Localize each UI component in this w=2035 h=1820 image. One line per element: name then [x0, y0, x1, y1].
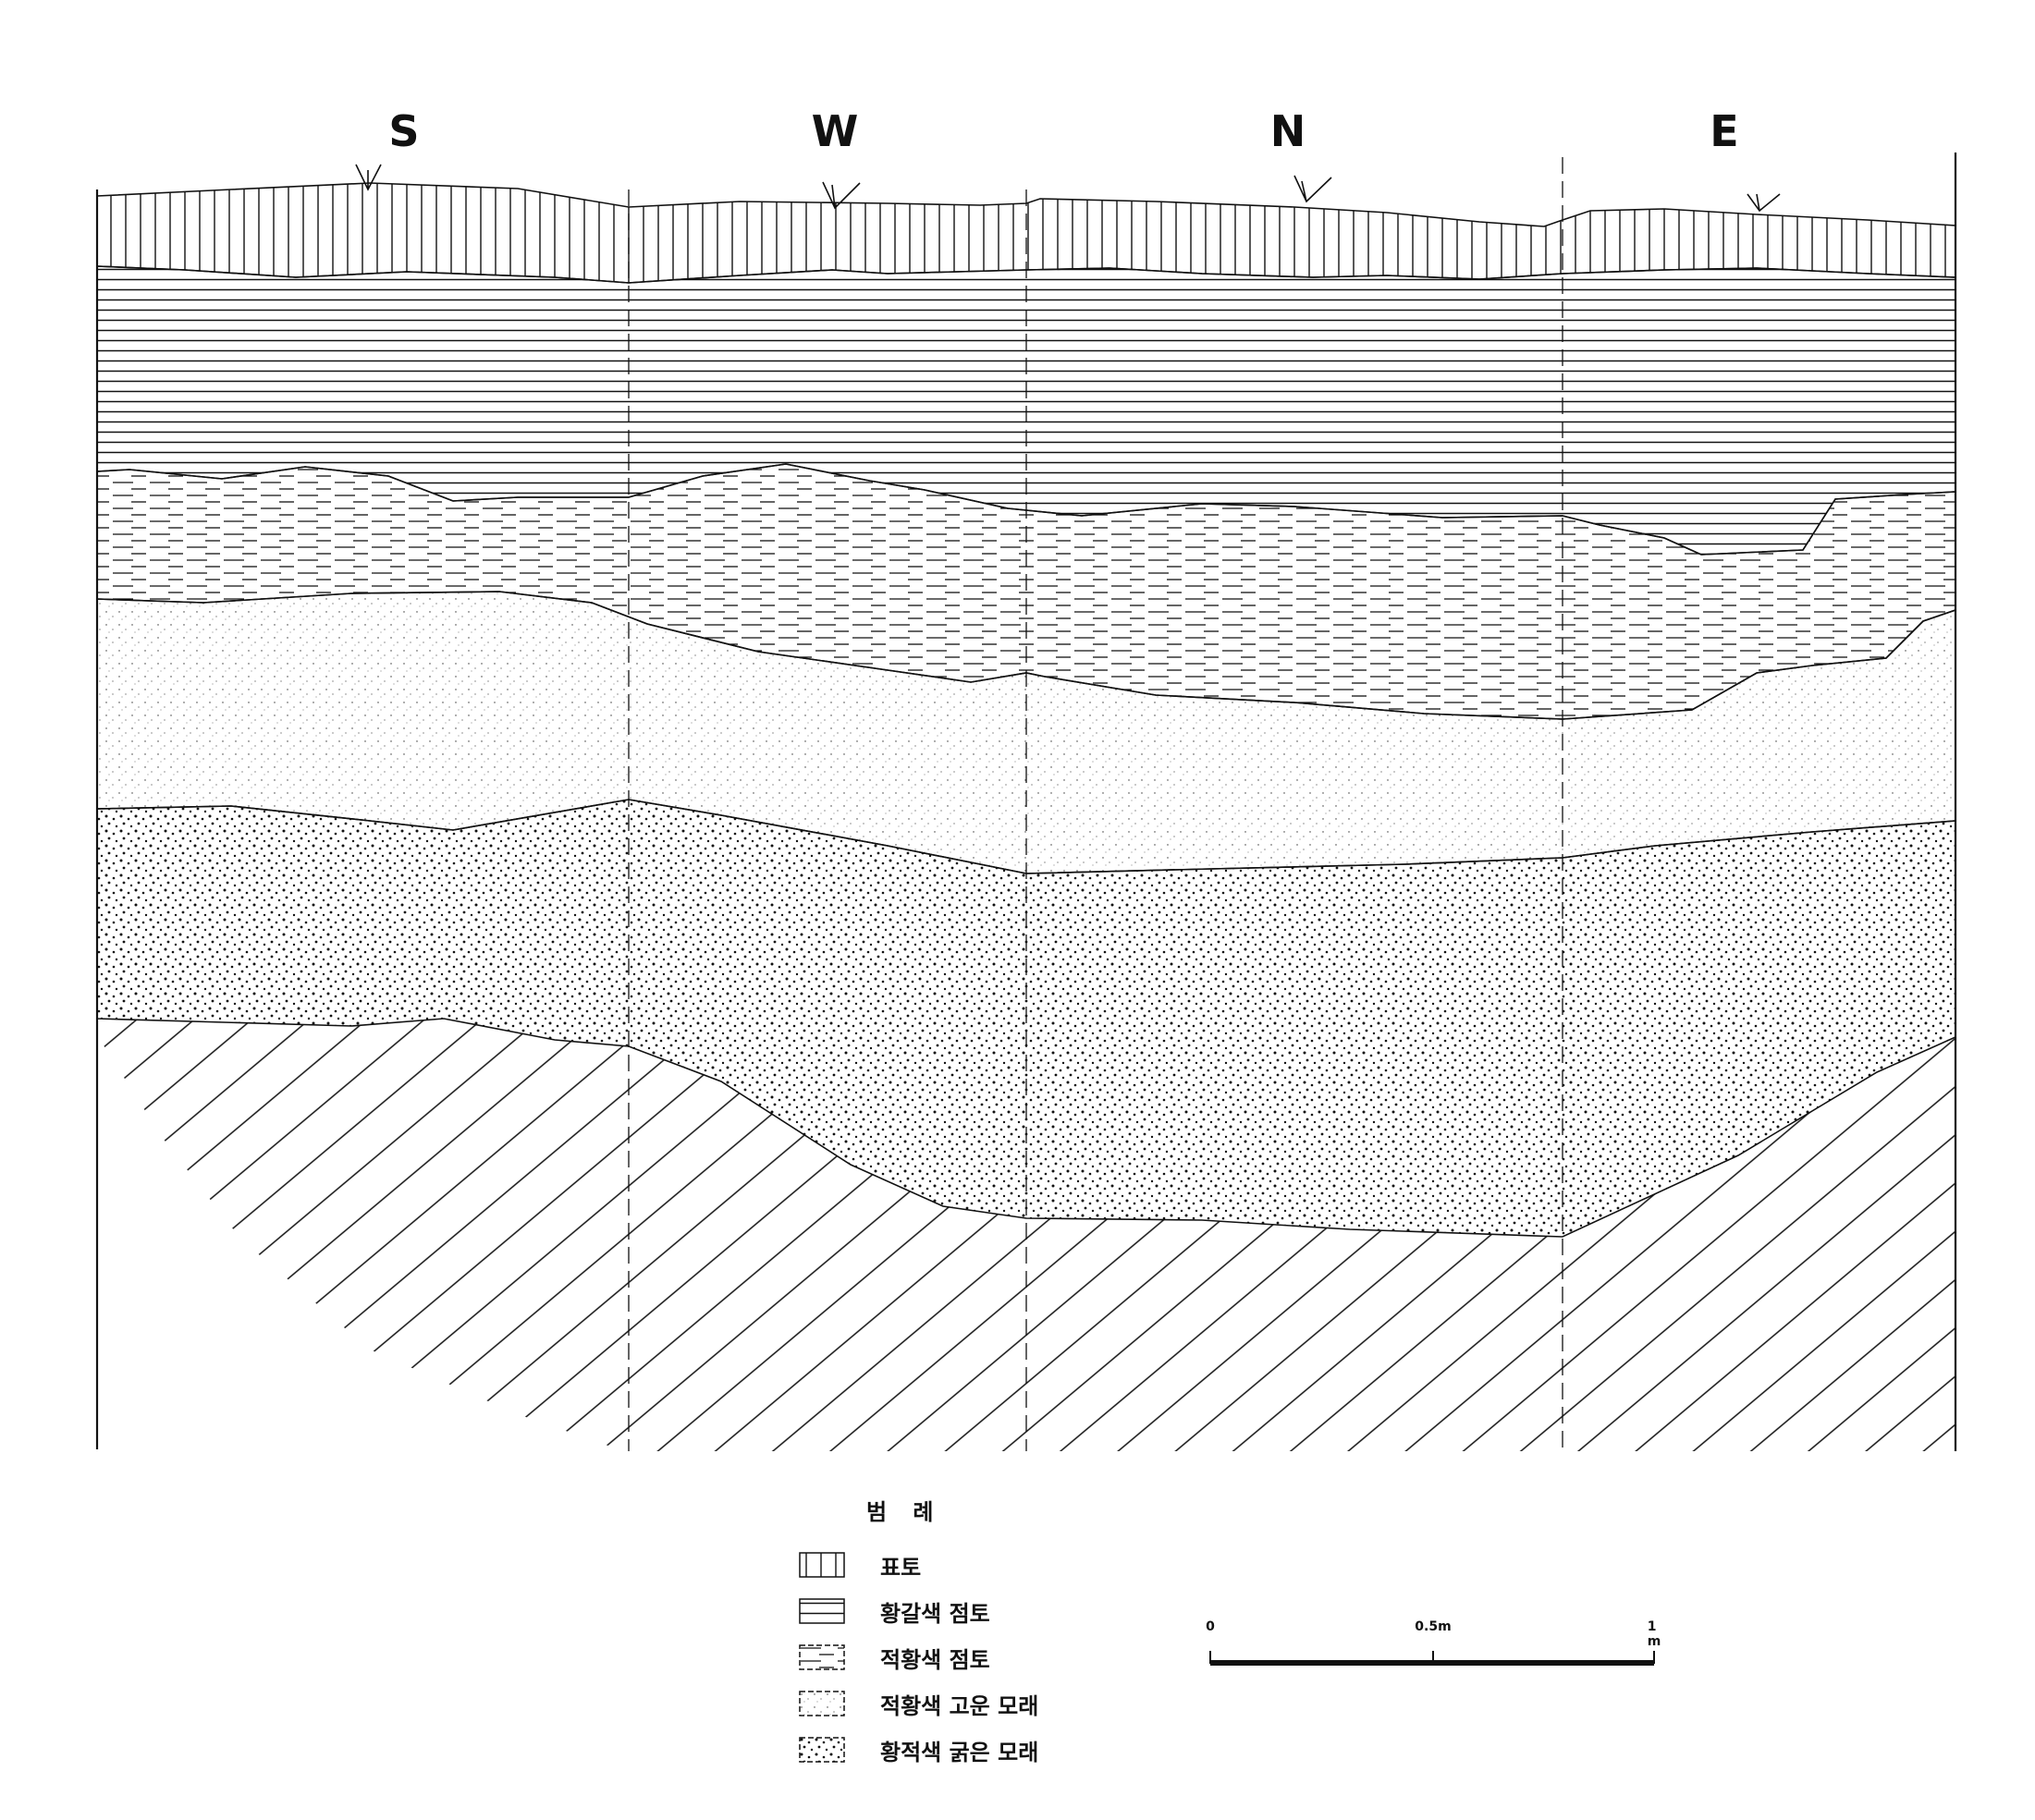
- scale-bar-graphic: [1209, 1651, 1655, 1666]
- vertical-lines-swatch-icon: [799, 1552, 845, 1578]
- scale-label-0: 0: [1206, 1619, 1215, 1634]
- legend-item-reddish-clay: 적황색 점토: [799, 1634, 1038, 1680]
- legend-label: 적황색 고운 모래: [880, 1692, 1039, 1719]
- direction-n: N: [1269, 106, 1306, 156]
- coarse-dots-swatch-icon: [799, 1737, 845, 1763]
- legend-label: 적황색 점토: [880, 1646, 990, 1673]
- legend: 표토 황갈색 점토 적황색 점토 적황색 고운 모래 황적색 굵은 모래: [799, 1542, 1038, 1773]
- direction-e: E: [1710, 106, 1739, 156]
- direction-w: W: [811, 106, 859, 156]
- legend-title: 범 례: [866, 1499, 943, 1525]
- legend-item-fine-sand: 적황색 고운 모래: [799, 1680, 1038, 1727]
- fine-dots-swatch-icon: [799, 1691, 845, 1716]
- legend-item-topsoil: 표토: [799, 1542, 1038, 1588]
- legend-label: 황갈색 점토: [880, 1600, 990, 1627]
- legend-label: 표토: [880, 1554, 922, 1581]
- direction-s: S: [388, 106, 420, 156]
- horizontal-lines-swatch-icon: [799, 1598, 845, 1624]
- legend-label: 황적색 굵은 모래: [880, 1739, 1039, 1765]
- legend-item-coarse-sand: 황적색 굵은 모래: [799, 1727, 1038, 1773]
- scale-label-half: 0.5m: [1415, 1619, 1452, 1634]
- scale-bar: 0 0.5m 1 m: [1202, 1619, 1664, 1675]
- legend-item-yellow-brown-clay: 황갈색 점토: [799, 1588, 1038, 1634]
- dashed-lines-swatch-icon: [799, 1644, 845, 1670]
- scale-label-1m: 1 m: [1647, 1619, 1661, 1649]
